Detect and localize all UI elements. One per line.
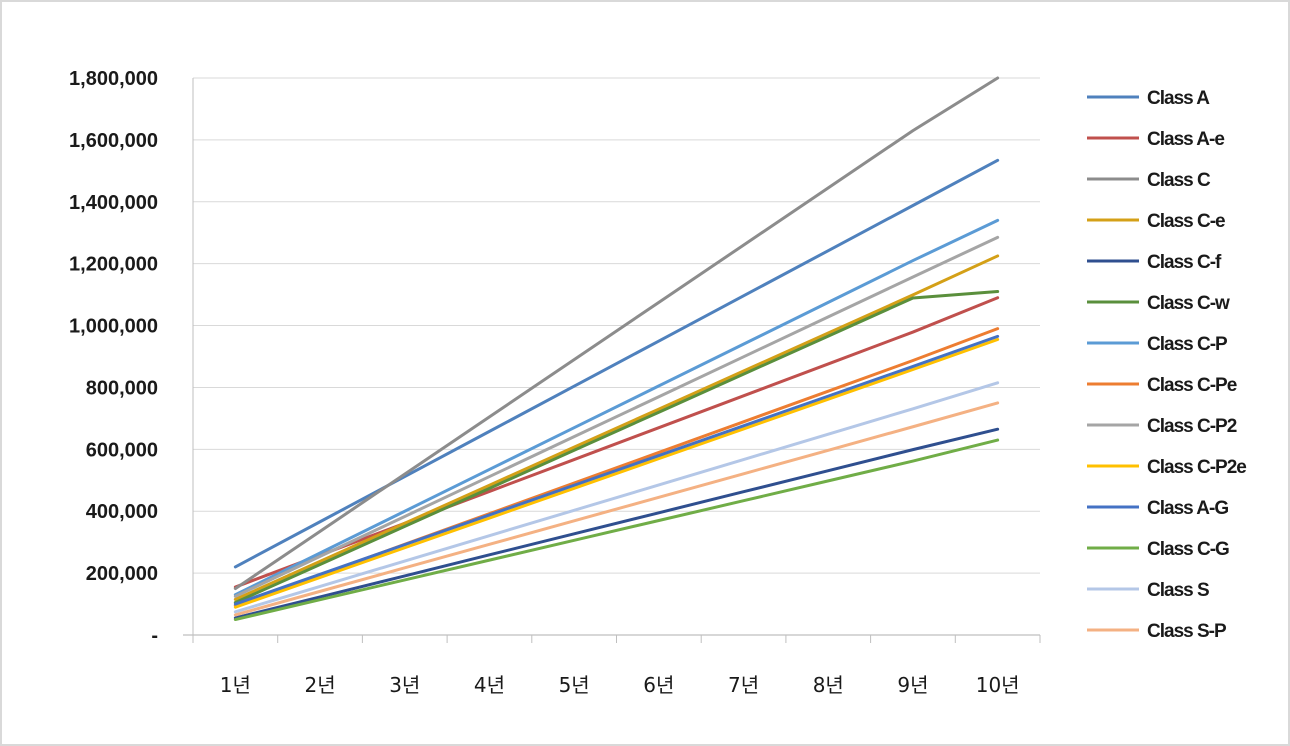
y-tick-label: 200,000	[86, 563, 158, 585]
series-line	[233, 337, 1000, 609]
legend-label: Class C	[1147, 170, 1211, 191]
x-tick-label: 6년	[643, 673, 674, 697]
legend-label: Class S-P	[1147, 621, 1227, 642]
legend-label: Class A-e	[1147, 129, 1224, 150]
y-tick-label: 400,000	[86, 501, 158, 523]
legend-label: Class C-f	[1147, 252, 1222, 273]
y-tick-label: 600,000	[86, 439, 158, 461]
x-tick-label: 1년	[220, 673, 251, 697]
series-line	[233, 334, 1000, 606]
x-tick-label: 9년	[897, 673, 928, 697]
legend-label: Class C-P	[1147, 334, 1228, 355]
y-tick-label: 1,600,000	[69, 130, 158, 152]
x-tick-label: 2년	[304, 673, 335, 697]
y-tick-label: 1,400,000	[69, 192, 158, 214]
series-line	[233, 158, 1000, 569]
legend: Class A Class A-e Class C Class C-e Class C-…	[1087, 88, 1247, 642]
y-tick-label: 1,200,000	[69, 254, 158, 276]
series-line	[233, 290, 1000, 605]
x-tick-label: 4년	[474, 673, 505, 697]
x-tick-label: 7년	[728, 673, 759, 697]
legend-label: Class S	[1147, 580, 1209, 601]
series-line	[233, 76, 1000, 591]
x-axis: 1년 2년 3년 4년 5년 6년 7년 8년 9년 10년	[183, 634, 1041, 697]
series-line	[233, 438, 1000, 622]
legend-label: Class C-P2	[1147, 416, 1237, 437]
legend-label: Class C-w	[1147, 293, 1230, 314]
series-line	[233, 401, 1000, 617]
y-axis: - 200,000 400,000 600,000 800,000 1,000,000 1,…	[69, 68, 194, 647]
legend-label: Class A	[1147, 88, 1210, 109]
series-line	[233, 427, 1000, 620]
legend-label: Class C-Pe	[1147, 375, 1237, 396]
legend-label: Class C-G	[1147, 539, 1229, 560]
series-line	[233, 218, 1000, 597]
legend-label: Class C-P2e	[1147, 457, 1246, 478]
x-tick-label: 3년	[389, 673, 420, 697]
legend-label: Class A-G	[1147, 498, 1228, 519]
x-tick-label: 8년	[813, 673, 844, 697]
y-tick-label: 1,800,000	[69, 68, 158, 90]
series-line	[233, 381, 1000, 614]
y-tick-label: 1,000,000	[69, 316, 158, 338]
x-tick-label: 5년	[559, 673, 590, 697]
series-line	[233, 254, 1000, 601]
y-tick-label: -	[151, 625, 158, 647]
series-line	[233, 235, 1000, 598]
series-lines	[233, 76, 1000, 622]
x-tick-label: 10년	[976, 673, 1020, 697]
legend-label: Class C-e	[1147, 211, 1225, 232]
series-line	[233, 296, 1000, 589]
y-tick-label: 800,000	[86, 377, 158, 399]
